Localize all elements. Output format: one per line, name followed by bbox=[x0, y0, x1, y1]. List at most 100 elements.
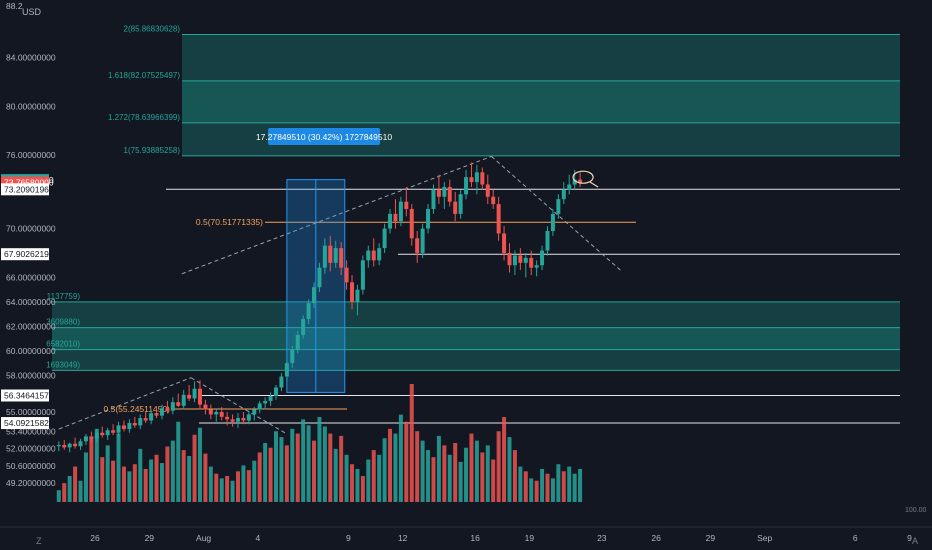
price-tag-label: 67.90262191 bbox=[4, 249, 54, 259]
volume-bar bbox=[138, 448, 143, 502]
candle-body bbox=[181, 394, 186, 406]
volume-bar bbox=[78, 480, 83, 502]
fib-lower-zone bbox=[52, 301, 900, 328]
volume-bar bbox=[317, 417, 322, 502]
x-tick-label: 16 bbox=[470, 533, 480, 543]
volume-bar bbox=[235, 471, 240, 502]
volume-bar bbox=[545, 473, 550, 502]
volume-bar bbox=[83, 452, 88, 502]
volume-bar bbox=[474, 440, 479, 502]
y-tick-label: 84.00000000 bbox=[6, 52, 56, 62]
volume-bar bbox=[165, 446, 170, 502]
candle-body bbox=[225, 416, 230, 420]
volume-bar bbox=[203, 453, 208, 502]
volume-bar bbox=[73, 466, 78, 502]
candle-body bbox=[116, 425, 121, 433]
volume-bar bbox=[219, 478, 224, 502]
candle-body bbox=[159, 408, 164, 416]
candle-body bbox=[279, 376, 284, 388]
candle-body bbox=[550, 213, 555, 231]
volume-bar bbox=[523, 471, 528, 502]
fib-lower-label: 1693049) bbox=[46, 360, 80, 369]
candle-body bbox=[83, 436, 88, 442]
candle-body bbox=[203, 404, 208, 410]
volume-bar bbox=[567, 466, 572, 502]
volume-bar bbox=[159, 463, 164, 502]
half-level-label: 0.5(55.24511450) bbox=[104, 404, 171, 414]
candles bbox=[56, 162, 583, 453]
volume-bar bbox=[355, 468, 360, 502]
candle-body bbox=[94, 432, 99, 439]
candle-body bbox=[507, 253, 512, 266]
trend-dash-line bbox=[181, 155, 492, 275]
volume-bar bbox=[295, 433, 300, 502]
candle-body bbox=[284, 363, 289, 377]
candle-body bbox=[306, 303, 311, 320]
volume-bar bbox=[398, 414, 403, 502]
volume-bar bbox=[127, 471, 132, 502]
fib-upper-label: 1(75.93885258) bbox=[124, 146, 181, 155]
candle-body bbox=[398, 201, 403, 222]
candle-body bbox=[290, 349, 295, 364]
y-tick-label: 80.00000000 bbox=[6, 101, 56, 111]
volume-bar bbox=[214, 473, 219, 502]
candle-body bbox=[540, 250, 545, 266]
candle-body bbox=[556, 199, 561, 214]
x-tick-label: 9 bbox=[907, 533, 912, 543]
volume-bar bbox=[252, 460, 257, 502]
price-tag bbox=[1, 417, 49, 430]
candle-body bbox=[382, 228, 387, 249]
volume-bar bbox=[529, 478, 534, 502]
fib-lower-label: 6582010) bbox=[46, 340, 80, 349]
volume-bar bbox=[561, 471, 566, 502]
volume-bar bbox=[170, 440, 175, 502]
bottom-right-icon[interactable]: A bbox=[912, 536, 918, 546]
candle-body bbox=[149, 413, 154, 421]
bottom-left-icon[interactable]: Z bbox=[36, 536, 42, 546]
candle-body bbox=[132, 422, 137, 426]
candle-body bbox=[355, 289, 360, 302]
volume-bar bbox=[225, 476, 230, 502]
volume-bar bbox=[268, 447, 273, 502]
volume-bar bbox=[344, 454, 349, 502]
candle-body bbox=[154, 413, 159, 416]
fib-upper-zone bbox=[182, 34, 900, 81]
price-tag bbox=[1, 248, 49, 261]
candle-body bbox=[127, 422, 132, 430]
candle-body bbox=[480, 172, 485, 185]
candle-body bbox=[328, 245, 333, 263]
candle-body bbox=[197, 388, 202, 405]
volume-bar bbox=[393, 433, 398, 502]
volume-axis-label: 100.00 bbox=[905, 507, 927, 514]
candle-body bbox=[138, 418, 143, 426]
volume-bar bbox=[89, 437, 94, 502]
volume-bar bbox=[301, 419, 306, 502]
measure-tool: 17.27849510 (30.42%) 1727849510 bbox=[256, 128, 392, 393]
candle-body bbox=[170, 402, 175, 411]
highlight-ellipse bbox=[572, 170, 594, 184]
volume-bar bbox=[491, 459, 496, 502]
volume-bar bbox=[192, 434, 197, 502]
y-tick-label: 55.00000000 bbox=[6, 407, 56, 417]
volume-bar bbox=[241, 465, 246, 502]
price-tag-label: 54.09215828 bbox=[4, 418, 54, 428]
volume-bar bbox=[121, 466, 126, 502]
measure-label: 17.27849510 (30.42%) 1727849510 bbox=[256, 132, 392, 142]
price-tag bbox=[1, 183, 49, 196]
x-tick-label: 23 bbox=[597, 533, 607, 543]
y-tick-label: 49.20000000 bbox=[6, 478, 56, 488]
candle-body bbox=[431, 189, 436, 209]
x-tick-label: 12 bbox=[398, 533, 408, 543]
volume-bar bbox=[67, 476, 72, 502]
y-tick-label: 53.40000000 bbox=[6, 427, 56, 437]
volume-bar bbox=[208, 466, 213, 502]
volume-bar bbox=[62, 483, 67, 502]
candle-body bbox=[496, 204, 501, 234]
candle-body bbox=[143, 418, 148, 421]
volume-bar bbox=[360, 476, 365, 502]
volume-bar bbox=[534, 480, 539, 502]
candle-body bbox=[176, 402, 181, 406]
y-tick-label: 64.00000000 bbox=[6, 297, 56, 307]
